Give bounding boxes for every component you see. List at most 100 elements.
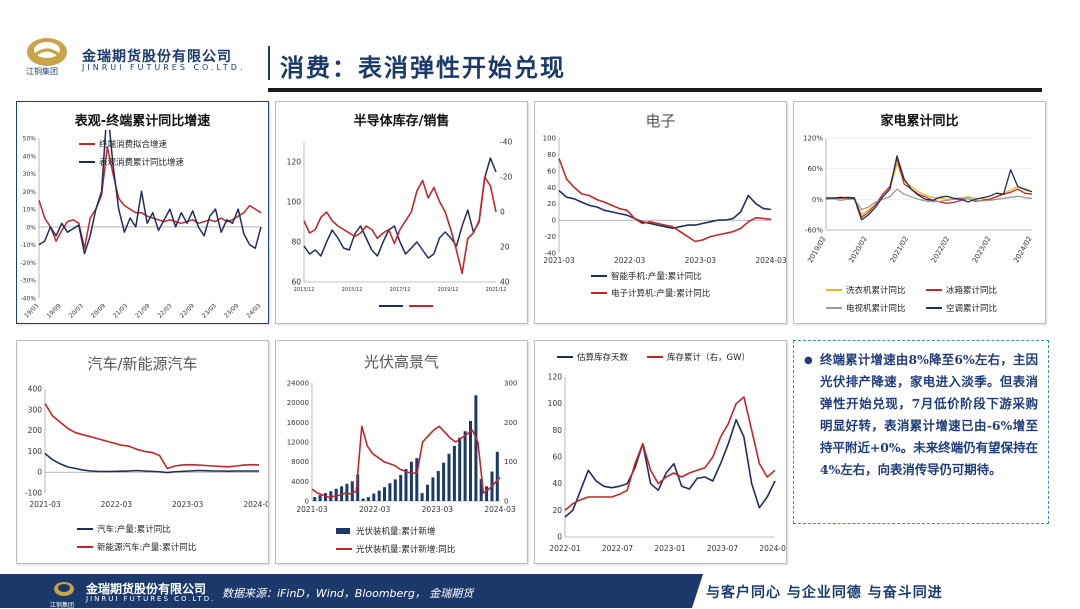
x-tick-label: 2021-03 bbox=[29, 500, 61, 509]
y-tick-label: 8000 bbox=[291, 458, 309, 466]
footer-logo-icon bbox=[54, 582, 74, 596]
y-tick-label: 120 bbox=[287, 158, 302, 167]
x-tick-label: 20/03 bbox=[68, 302, 85, 319]
bar bbox=[404, 469, 408, 501]
x-tick-label: 21/09 bbox=[134, 302, 151, 319]
x-tick-label: 2013/12 bbox=[294, 287, 315, 293]
series-line-2 bbox=[825, 188, 1033, 211]
panel-title: 光伏高景气 bbox=[363, 353, 439, 371]
x-tick-label: 20/09 bbox=[90, 302, 107, 319]
y-tick-label: 12000 bbox=[287, 439, 309, 447]
y-tick-label: 30% bbox=[23, 171, 37, 178]
header: 江铜集团 金瑞期货股份有限公司 JINRUI FUTURES CO.LTD. 消… bbox=[0, 0, 1080, 92]
y-tick-label: 120 bbox=[548, 373, 563, 382]
bar bbox=[377, 490, 381, 501]
legend-label: 表观消费累计同比增速 bbox=[99, 157, 185, 168]
bar bbox=[436, 471, 440, 501]
footer-group: 江铜集团 bbox=[50, 602, 75, 609]
legend-label: 汽车:产量:累计同比 bbox=[97, 524, 171, 535]
bar bbox=[447, 453, 451, 501]
series-line-inventory-days bbox=[564, 418, 776, 518]
series-line-1 bbox=[825, 157, 1033, 218]
x-tick-label: 23/03 bbox=[201, 302, 218, 319]
x-tick-label: 2022-03 bbox=[359, 505, 391, 514]
y-tick-label: 100 bbox=[543, 135, 556, 143]
chart-panel-appliances: 家电累计同比 120% 60% 0% -60% 2019/02 2020/02 2021/0… bbox=[793, 101, 1046, 324]
bar bbox=[420, 493, 424, 501]
legend-label: 智能手机:产量:累计同比 bbox=[611, 271, 702, 282]
legend-label: 终端消费拟合增速 bbox=[99, 139, 168, 150]
legend-swatch bbox=[336, 528, 350, 534]
y-tick-label: 20 bbox=[552, 506, 562, 515]
x-tick-label: 2021/02 bbox=[889, 235, 910, 264]
y-tick-label: -100 bbox=[25, 489, 42, 498]
y2-tick-label: 20 bbox=[500, 243, 510, 252]
x-tick-label: 19/03 bbox=[23, 302, 40, 319]
y-tick-label: 300 bbox=[28, 405, 43, 414]
y-tick-label: -30% bbox=[20, 278, 36, 285]
x-tick-label: 2021-03 bbox=[296, 505, 328, 514]
x-tick-label: 2022-07 bbox=[602, 544, 634, 553]
y-tick-label: 40% bbox=[23, 153, 37, 160]
y-tick-label: 4000 bbox=[291, 478, 309, 486]
bar bbox=[324, 493, 327, 501]
x-tick-label: 2022-01 bbox=[549, 544, 581, 553]
x-tick-label: 2024-01 bbox=[759, 544, 786, 553]
legend-label: 冰箱累计同比 bbox=[946, 285, 997, 296]
series-line-computer bbox=[558, 158, 772, 243]
bar bbox=[452, 445, 456, 501]
chart-semiconductor: 120 100 80 60 -40 -20 0 20 40 2013/12 2015/12 2017/… bbox=[287, 138, 512, 307]
y-tick-label: -20 bbox=[545, 233, 556, 241]
panel-title: 表观-终端累计同比增速 bbox=[74, 114, 211, 129]
bar bbox=[431, 477, 435, 501]
bar bbox=[350, 481, 354, 501]
y-tick-label: 80 bbox=[552, 426, 562, 435]
legend-label: 估算库存天数 bbox=[577, 352, 629, 363]
panel-title: 汽车/新能源汽车 bbox=[87, 355, 198, 373]
chart-panel-autos: 汽车/新能源汽车 400 300 200 100 0 -100 2021-03 2022-03… bbox=[16, 340, 269, 564]
y2-tick-label: 200 bbox=[504, 419, 517, 427]
chart-apparent-vs-terminal: 50% 40% 30% 20% 10% 0% -10% -20% -30% -40%19/03 19… bbox=[20, 130, 263, 320]
y-tick-label: -60% bbox=[805, 227, 823, 235]
bullet-icon: ● bbox=[804, 355, 813, 366]
legend-label: 光伏装机量:累计新增:同比 bbox=[356, 544, 455, 555]
chart-solar-inventory: 120 100 80 60 40 20 0 2022-01 2022-07 2023-01 2023… bbox=[548, 352, 786, 553]
y-tick-label: 16000 bbox=[287, 419, 309, 427]
x-tick-label: 2024/02 bbox=[1012, 235, 1033, 264]
x-tick-label: 19/09 bbox=[45, 302, 62, 319]
bar bbox=[495, 451, 499, 501]
chart-panel-semiconductor: 半导体库存/销售 120 100 80 60 -40 -20 0 20 40 2013/12 201… bbox=[275, 101, 528, 324]
chart-panel-solar: 光伏高景气 24000 20000 16000 12000 8000 4000 0 300 20… bbox=[275, 340, 528, 564]
x-tick-label: 2022-03 bbox=[614, 256, 646, 265]
y-tick-label: -20% bbox=[20, 260, 36, 267]
x-tick-label: 2023-03 bbox=[172, 500, 204, 509]
legend-label: 光伏装机量:累计新增 bbox=[356, 526, 435, 537]
x-tick-label: 23/09 bbox=[223, 302, 240, 319]
y-tick-label: -40 bbox=[545, 250, 556, 258]
bar bbox=[409, 461, 413, 501]
y-tick-label: 20000 bbox=[287, 399, 309, 407]
series-line-red bbox=[303, 176, 497, 275]
y2-tick-label: 40 bbox=[500, 278, 510, 287]
y-tick-label: 20 bbox=[547, 200, 556, 208]
y-tick-label: 50% bbox=[23, 136, 37, 143]
chart-panel-solar-inventory: 120 100 80 60 40 20 0 2022-01 2022-07 2023-01 2023… bbox=[534, 340, 787, 564]
y2-tick-label: -20 bbox=[500, 173, 512, 182]
bar bbox=[366, 497, 370, 501]
x-tick-label: 2017/12 bbox=[390, 287, 411, 293]
y-tick-label: 100 bbox=[287, 198, 302, 207]
bar bbox=[361, 498, 365, 501]
x-tick-label: 2022/02 bbox=[930, 235, 951, 264]
company-name-en: JINRUI FUTURES CO.LTD. bbox=[82, 63, 246, 72]
y-tick-label: 0 bbox=[37, 468, 42, 477]
y2-tick-label: -40 bbox=[500, 138, 512, 147]
bar bbox=[318, 495, 322, 501]
x-tick-label: 2024-03 bbox=[243, 500, 268, 509]
bar bbox=[479, 478, 483, 501]
panel-title: 半导体库存/销售 bbox=[353, 114, 450, 129]
series-line-apparent bbox=[38, 130, 262, 255]
y-tick-label: 60% bbox=[807, 165, 823, 173]
bar bbox=[469, 420, 472, 501]
y-tick-label: 60 bbox=[291, 278, 301, 287]
x-tick-label: 2022-03 bbox=[101, 500, 133, 509]
